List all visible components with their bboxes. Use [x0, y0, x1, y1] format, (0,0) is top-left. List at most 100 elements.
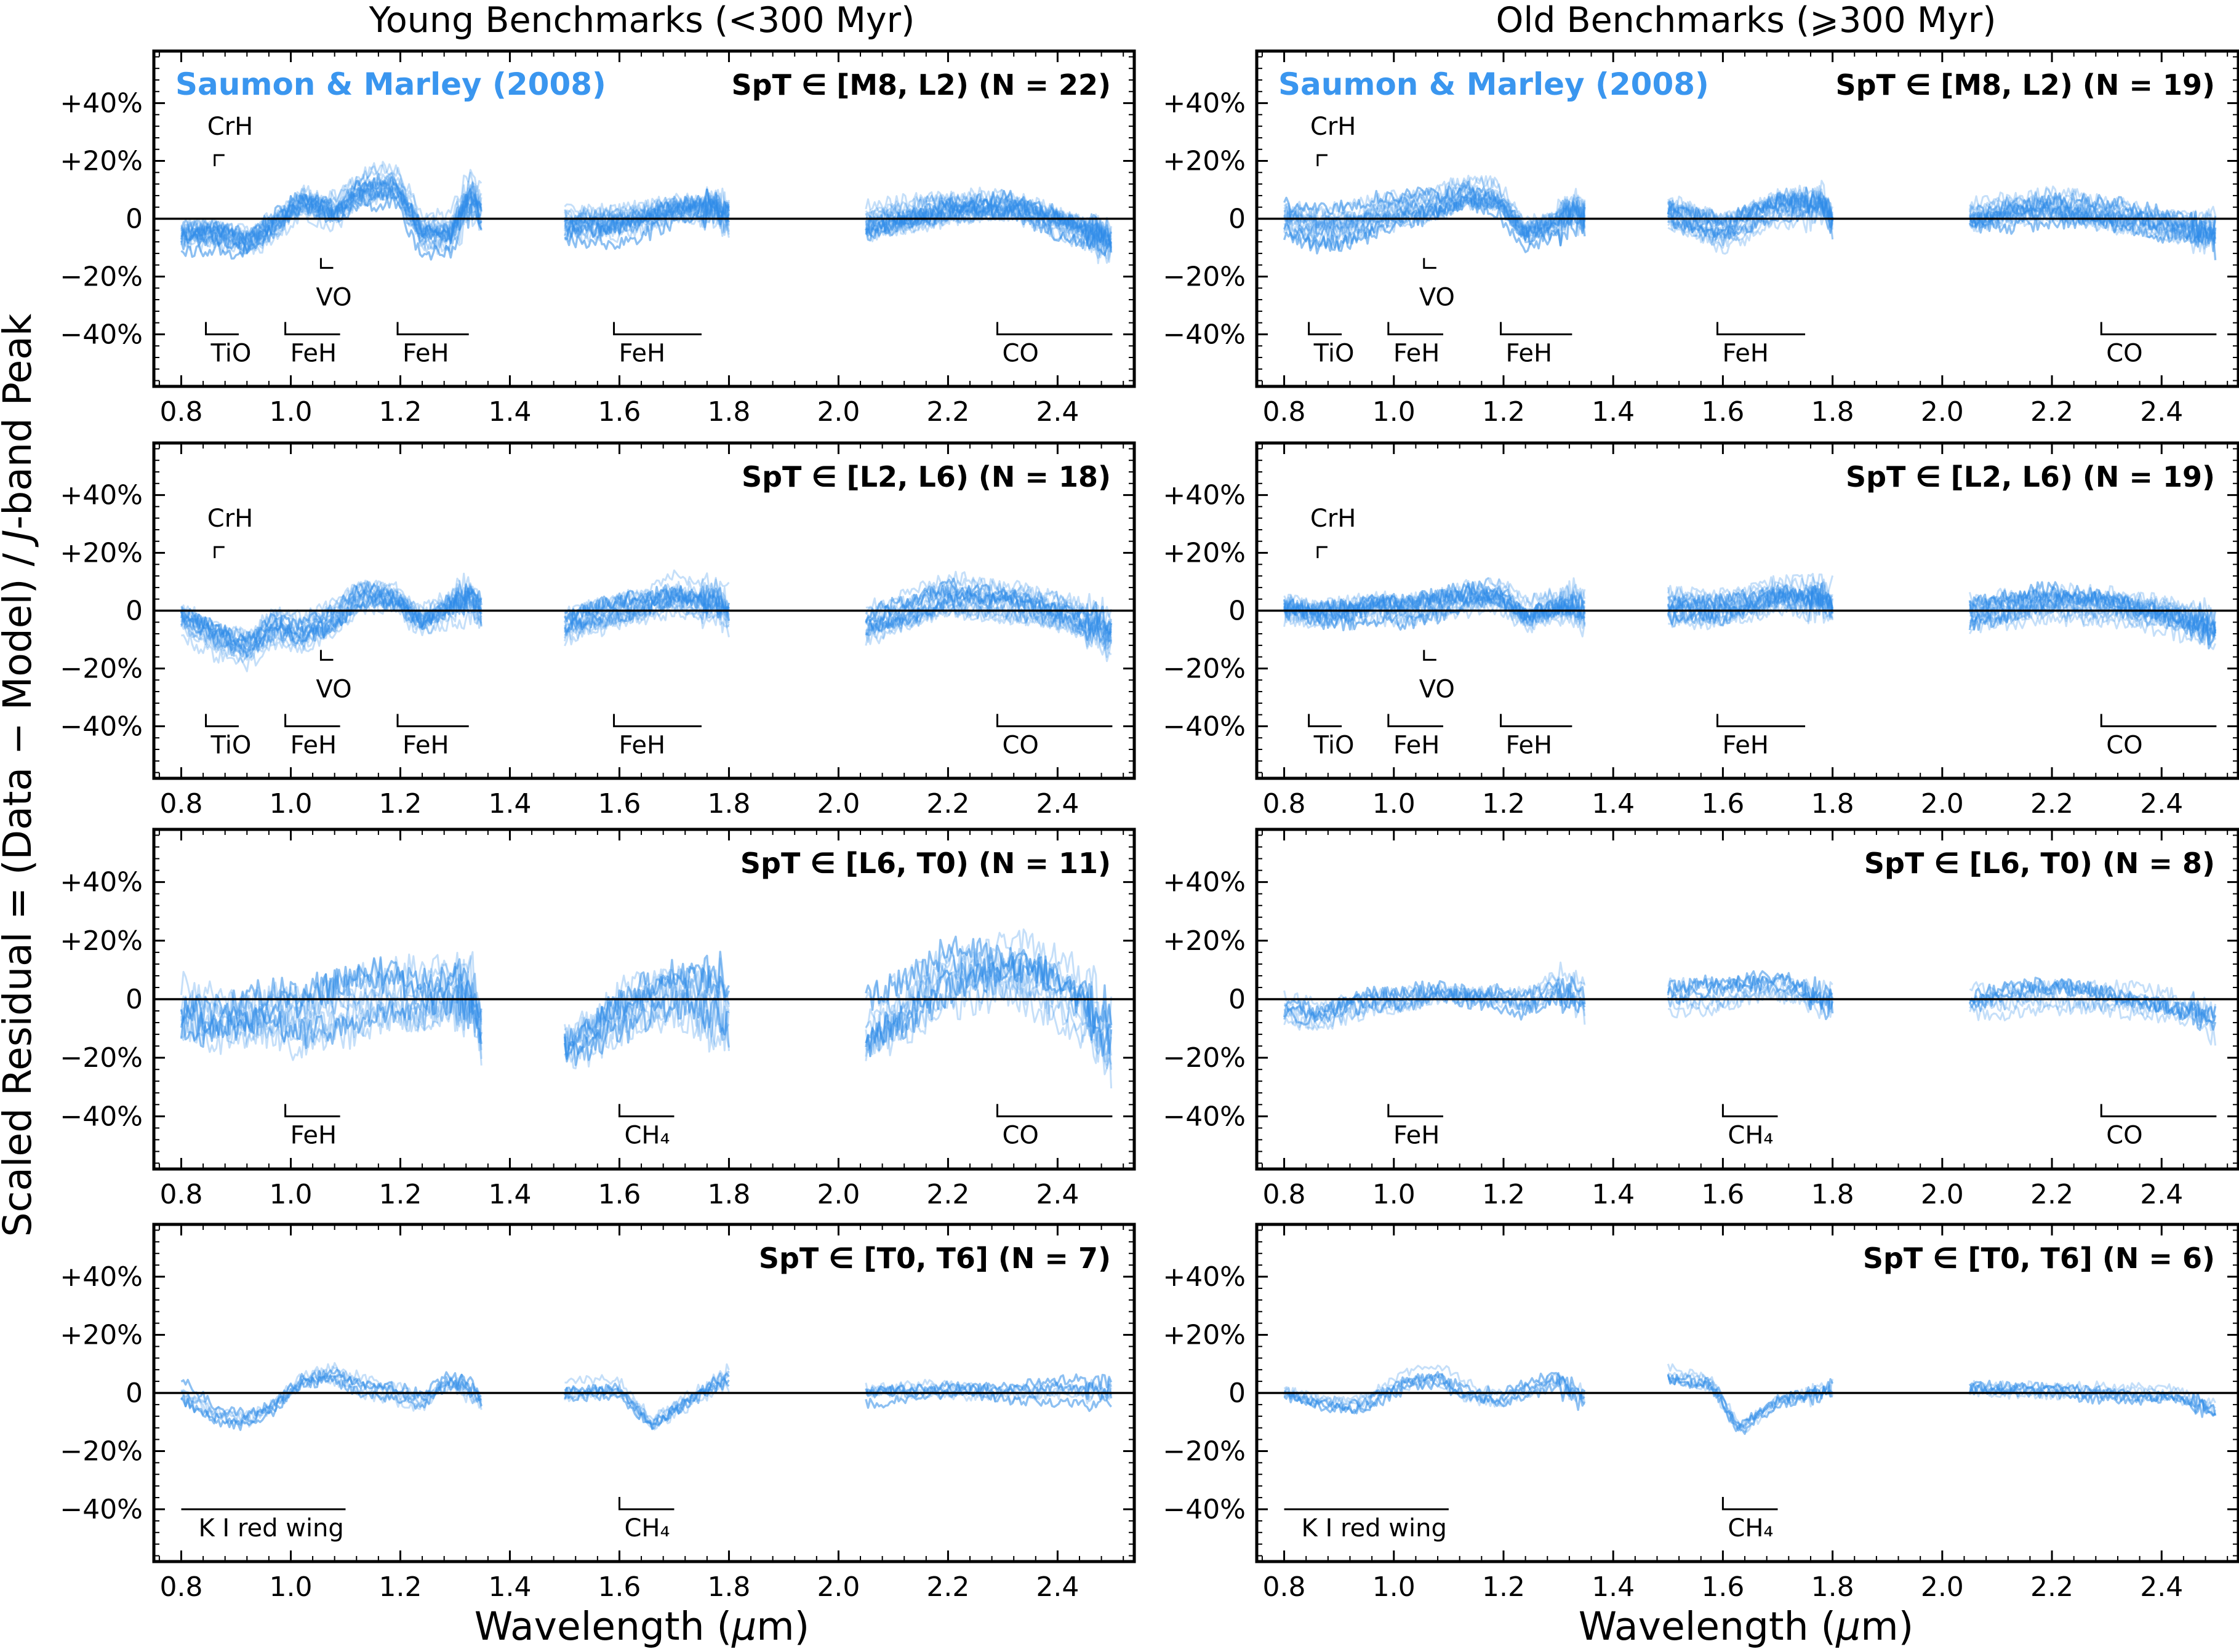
y-tick-label: 0 [1228, 984, 1246, 1015]
x-tick-label: 1.4 [1592, 396, 1635, 428]
spt-bin-label: SpT ∈ [L2, L6) (N = 18) [742, 460, 1111, 493]
residual-curve [180, 954, 1113, 1069]
feature-co: CO [996, 714, 1113, 759]
feature-bracket [618, 1104, 675, 1117]
x-tick-label: 1.8 [1811, 396, 1854, 428]
feature-ch-: CH₄ [618, 1496, 675, 1542]
y-axis-label: Scaled Residual = (Data − Model) / J-ban… [0, 313, 40, 1237]
x-tick-label: 1.8 [1811, 788, 1854, 820]
feature-feh: FeH [284, 322, 340, 367]
x-tick-label: 1.2 [1482, 1179, 1525, 1210]
feature-label: VO [1419, 675, 1455, 703]
y-tick-label: +40% [1163, 480, 1246, 511]
x-axis-label-young: Wavelength (μm) [475, 1604, 809, 1649]
feature-vo: VO [316, 258, 352, 311]
feature-label: TiO [210, 339, 252, 367]
residual-curve [180, 951, 1113, 1063]
y-tick-label: 0 [126, 984, 143, 1015]
residual-curve [180, 182, 1112, 249]
feature-bracket [2100, 1104, 2217, 1117]
x-tick-label: 1.4 [1592, 1179, 1635, 1210]
feature-label: K I red wing [198, 1514, 343, 1542]
y-tick-label: +40% [1163, 1261, 1246, 1293]
residual-curve [1283, 180, 2217, 241]
panel-young-1: CrH VO TiO FeH FeH FeH CO 0.8 1.0 1.2 1.4 1.6 1.8 2.0… [60, 441, 1136, 820]
residual-curve [1283, 596, 2217, 645]
y-tick-label: +20% [60, 925, 143, 957]
feature-label: FeH [1393, 339, 1440, 367]
y-tick-label: −20% [60, 1435, 143, 1467]
feature-marker [1316, 154, 1328, 167]
feature-label: FeH [290, 1121, 337, 1149]
feature-label: CH₄ [1728, 1514, 1773, 1542]
feature-label: TiO [1313, 731, 1355, 759]
feature-bracket [1387, 1104, 1443, 1117]
feature-feh: FeH [284, 714, 340, 759]
y-tick-label: +40% [60, 1261, 143, 1293]
y-tick-label: 0 [126, 204, 143, 235]
residual-curve [180, 172, 1112, 255]
feature-bracket [1500, 714, 1572, 727]
feature-label: FeH [403, 731, 449, 759]
feature-tio: TiO [1308, 322, 1354, 367]
x-tick-label: 2.4 [2140, 396, 2183, 428]
x-tick-label: 1.0 [1372, 1571, 1416, 1603]
x-tick-label: 2.0 [817, 1571, 860, 1603]
y-tick-label: +20% [60, 1320, 143, 1351]
x-tick-label: 1.8 [1811, 1571, 1854, 1603]
feature-tio: TiO [205, 322, 252, 367]
residual-curve [1283, 983, 2217, 1046]
feature-bracket [284, 322, 340, 335]
x-tick-label: 2.4 [2140, 1179, 2183, 1210]
y-tick-label: −40% [1163, 711, 1246, 742]
residual-curve [1284, 972, 2217, 1026]
residual-curve [1283, 573, 2217, 635]
x-tick-label: 1.2 [379, 788, 422, 820]
feature-marker [214, 154, 225, 167]
feature-label: CrH [1310, 113, 1356, 141]
residual-curves [1283, 961, 2217, 1046]
residual-curve [181, 589, 1112, 672]
residual-curve [180, 181, 1113, 243]
x-tick-label: 1.6 [598, 1571, 641, 1603]
x-tick-label: 1.6 [1701, 396, 1744, 428]
x-tick-label: 2.2 [926, 788, 969, 820]
feature-label: FeH [1722, 339, 1769, 367]
feature-marker [214, 546, 225, 559]
y-tick-label: +40% [60, 88, 143, 119]
feature-crh: CrH [207, 113, 253, 167]
x-tick-label: 1.2 [1482, 788, 1525, 820]
x-tick-label: 1.6 [1701, 788, 1744, 820]
spt-bin-label: SpT ∈ [M8, L2) (N = 19) [1836, 68, 2216, 102]
y-tick-label: −40% [60, 1101, 143, 1132]
feature-label: CO [1003, 731, 1039, 759]
residual-curve [180, 181, 1113, 246]
feature-label: FeH [1393, 731, 1440, 759]
column-title-old: Old Benchmarks (⩾300 Myr) [1496, 0, 1997, 41]
panel-old-1: CrH VO TiO FeH FeH FeH CO 0.8 1.0 1.2 1.4 1.6 1.8 2.0… [1163, 441, 2239, 820]
feature-label: CO [1003, 1121, 1039, 1149]
feature-marker [1423, 258, 1436, 269]
x-tick-label: 1.4 [1592, 788, 1635, 820]
x-tick-label: 1.4 [1592, 1571, 1635, 1603]
residual-curve [181, 186, 1113, 252]
x-tick-label: 2.0 [817, 1179, 860, 1210]
feature-bracket [396, 322, 469, 335]
residual-curves [180, 928, 1113, 1088]
feature-marker [1316, 546, 1328, 559]
panel-frame [152, 1223, 1136, 1563]
y-tick-label: −20% [1163, 653, 1246, 684]
y-tick-label: 0 [126, 1378, 143, 1409]
residual-curve [1283, 585, 2216, 636]
feature-label: FeH [290, 731, 337, 759]
feature-label: FeH [403, 339, 449, 367]
residual-curve [180, 946, 1113, 1045]
x-tick-label: 1.4 [488, 1571, 531, 1603]
x-tick-label: 1.2 [1482, 396, 1525, 428]
feature-bracket [205, 714, 239, 727]
feature-feh: FeH [396, 322, 469, 367]
y-tick-label: +20% [1163, 1320, 1246, 1351]
residual-curve [180, 928, 1113, 1056]
feature-label: TiO [210, 731, 252, 759]
y-tick-label: −20% [1163, 1435, 1246, 1467]
